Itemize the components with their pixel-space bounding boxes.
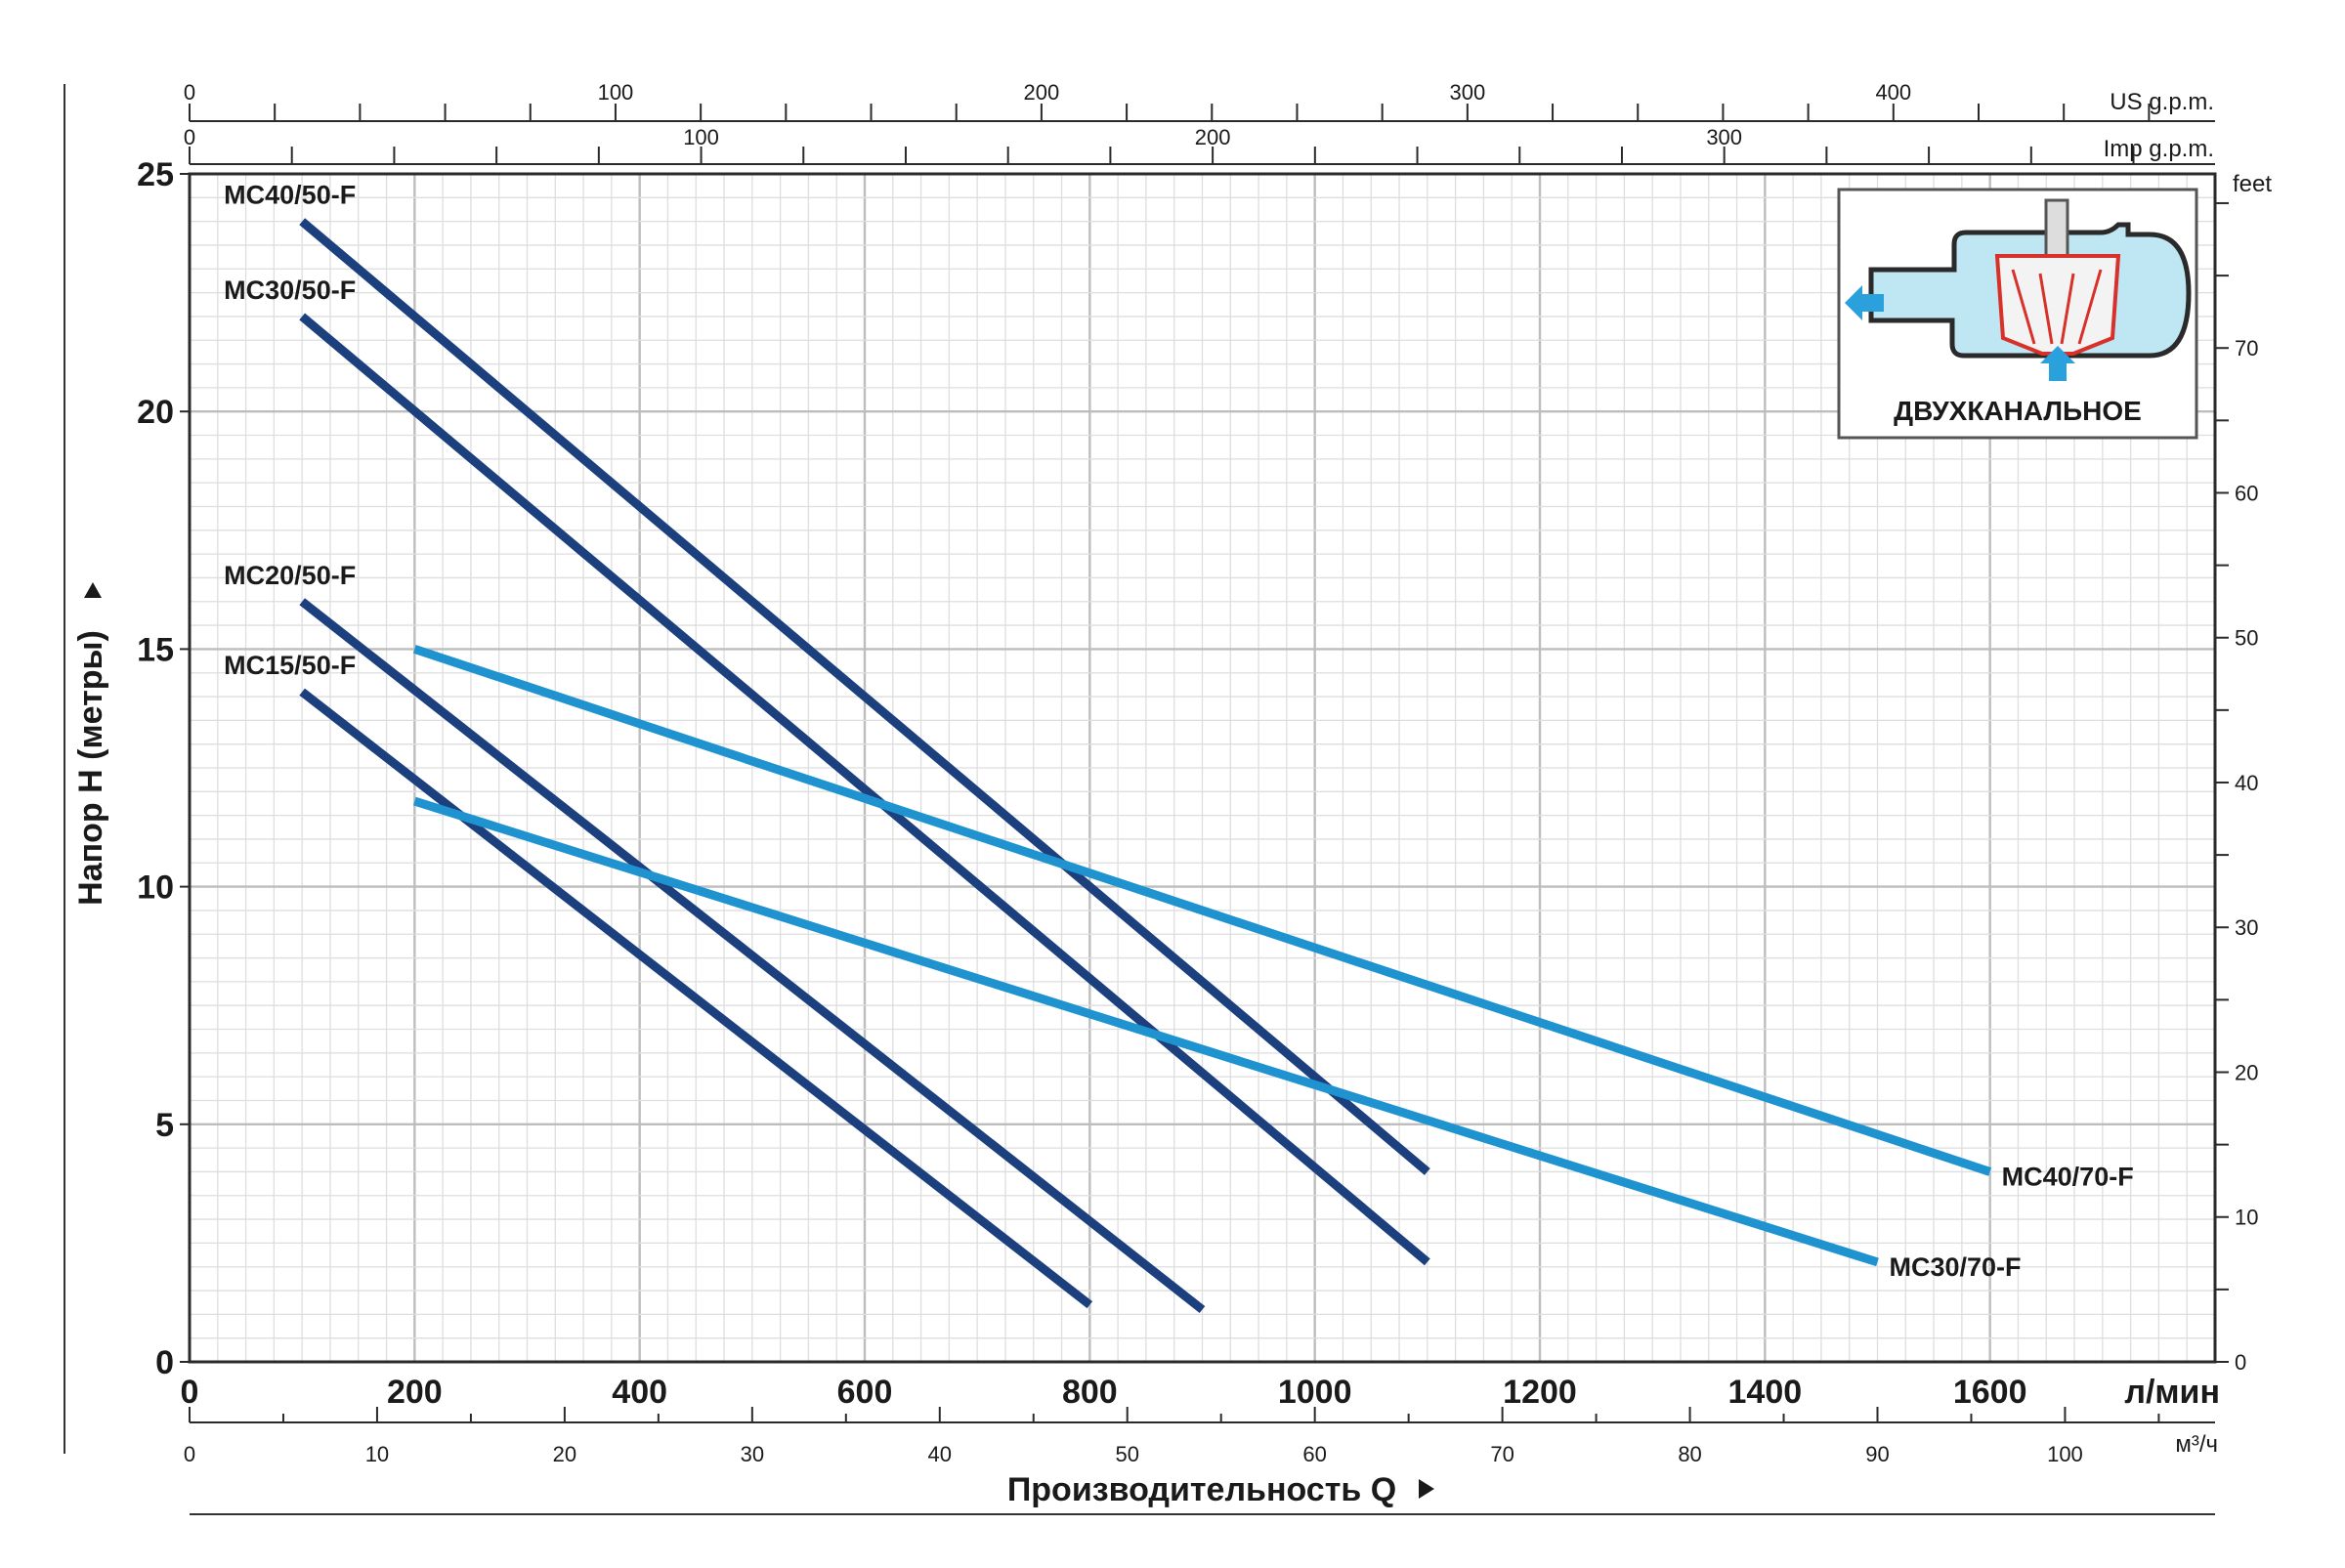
feet-tick-label: 0 (2235, 1350, 2246, 1375)
x-tick-label: 1400 (1728, 1374, 1803, 1411)
x-tick-label: 1600 (1953, 1374, 2027, 1411)
feet-tick-label: 70 (2235, 336, 2258, 360)
y-tick-label: 10 (137, 869, 174, 907)
x-axis-arrow-icon (1419, 1479, 1434, 1499)
m3h-tick-label: 80 (1678, 1442, 1701, 1466)
x-tick-label: 0 (181, 1374, 199, 1411)
us-gpm-tick-label: 100 (598, 80, 634, 105)
feet-tick-label: 40 (2235, 771, 2258, 795)
x-tick-label: 1200 (1503, 1374, 1577, 1411)
series-line (299, 218, 1430, 1175)
m3h-tick-label: 90 (1865, 1442, 1889, 1466)
y-axis-arrow-icon (84, 582, 102, 598)
m3h-tick-label: 70 (1490, 1442, 1514, 1466)
x-tick-label: 600 (837, 1374, 893, 1411)
x-tick-label: 200 (387, 1374, 443, 1411)
series-label: MC30/50-F (224, 275, 356, 305)
feet-unit-label: feet (2233, 171, 2272, 197)
y-tick-label: 5 (155, 1107, 174, 1144)
series-label: MC20/50-F (224, 561, 356, 590)
series-label: MC15/50-F (224, 651, 356, 680)
us-gpm-tick-label: 0 (184, 80, 195, 105)
series-labels: MC40/50-F MC30/50-F MC20/50-F MC15/50-F MC40… (224, 181, 2134, 1282)
y-tick-label: 15 (137, 631, 174, 668)
m3h-unit-label: м³/ч (2175, 1431, 2218, 1458)
imp-gpm-tick-label: 100 (683, 125, 719, 149)
y-tick-label: 0 (155, 1344, 174, 1381)
us-gpm-tick-label: 400 (1875, 80, 1911, 105)
x-tick-label: 400 (612, 1374, 667, 1411)
y-tick-label: 20 (137, 394, 174, 431)
m3h-tick-label: 20 (553, 1442, 576, 1466)
us-gpm-unit-label: US g.p.m. (2110, 89, 2214, 115)
us-gpm-tick-label: 300 (1449, 80, 1485, 105)
series-label: MC30/70-F (1890, 1252, 2022, 1282)
x-tick-label: 800 (1062, 1374, 1118, 1411)
series-label: MC40/50-F (224, 181, 356, 210)
series-line (299, 598, 1206, 1314)
m3h-tick-label: 30 (741, 1442, 764, 1466)
imp-gpm-tick-label: 0 (184, 125, 195, 149)
series-line (299, 313, 1430, 1266)
feet-tick-label: 60 (2235, 481, 2258, 505)
y-axis-title: Напор H (метры) (72, 630, 109, 906)
m3h-tick-label: 40 (928, 1442, 952, 1466)
m3h-tick-label: 10 (365, 1442, 389, 1466)
imp-gpm-tick-label: 300 (1706, 125, 1742, 149)
series-lines (299, 218, 1992, 1314)
m3h-tick-label: 50 (1115, 1442, 1138, 1466)
feet-tick-label: 20 (2235, 1060, 2258, 1084)
feet-tick-label: 50 (2235, 626, 2258, 651)
impeller-inset: ДВУХКАНАЛЬНОЕ (1837, 188, 2198, 440)
y-tick-label: 25 (137, 156, 174, 193)
m3h-tick-label: 0 (184, 1442, 195, 1466)
series-line (299, 688, 1093, 1309)
series-line (412, 645, 1992, 1176)
series-label: MC40/70-F (2002, 1162, 2134, 1191)
imp-gpm-unit-label: Imp g.p.m. (2104, 136, 2214, 162)
x-unit-label: л/мин (2124, 1374, 2220, 1411)
plot-frame (188, 172, 2217, 1364)
impeller-icon (1845, 198, 2192, 381)
us-gpm-tick-label: 200 (1024, 80, 1060, 105)
x-tick-label: 1000 (1278, 1374, 1352, 1411)
x-axis-title: Производительность Q (1007, 1471, 1396, 1508)
feet-tick-label: 10 (2235, 1206, 2258, 1230)
m3h-tick-label: 100 (2047, 1442, 2083, 1466)
plot-border (188, 172, 2217, 1364)
feet-tick-label: 30 (2235, 915, 2258, 940)
m3h-tick-label: 60 (1302, 1442, 1326, 1466)
series-line (412, 796, 1879, 1267)
imp-gpm-tick-label: 200 (1195, 125, 1231, 149)
inset-caption: ДВУХКАНАЛЬНОЕ (1894, 396, 2142, 426)
